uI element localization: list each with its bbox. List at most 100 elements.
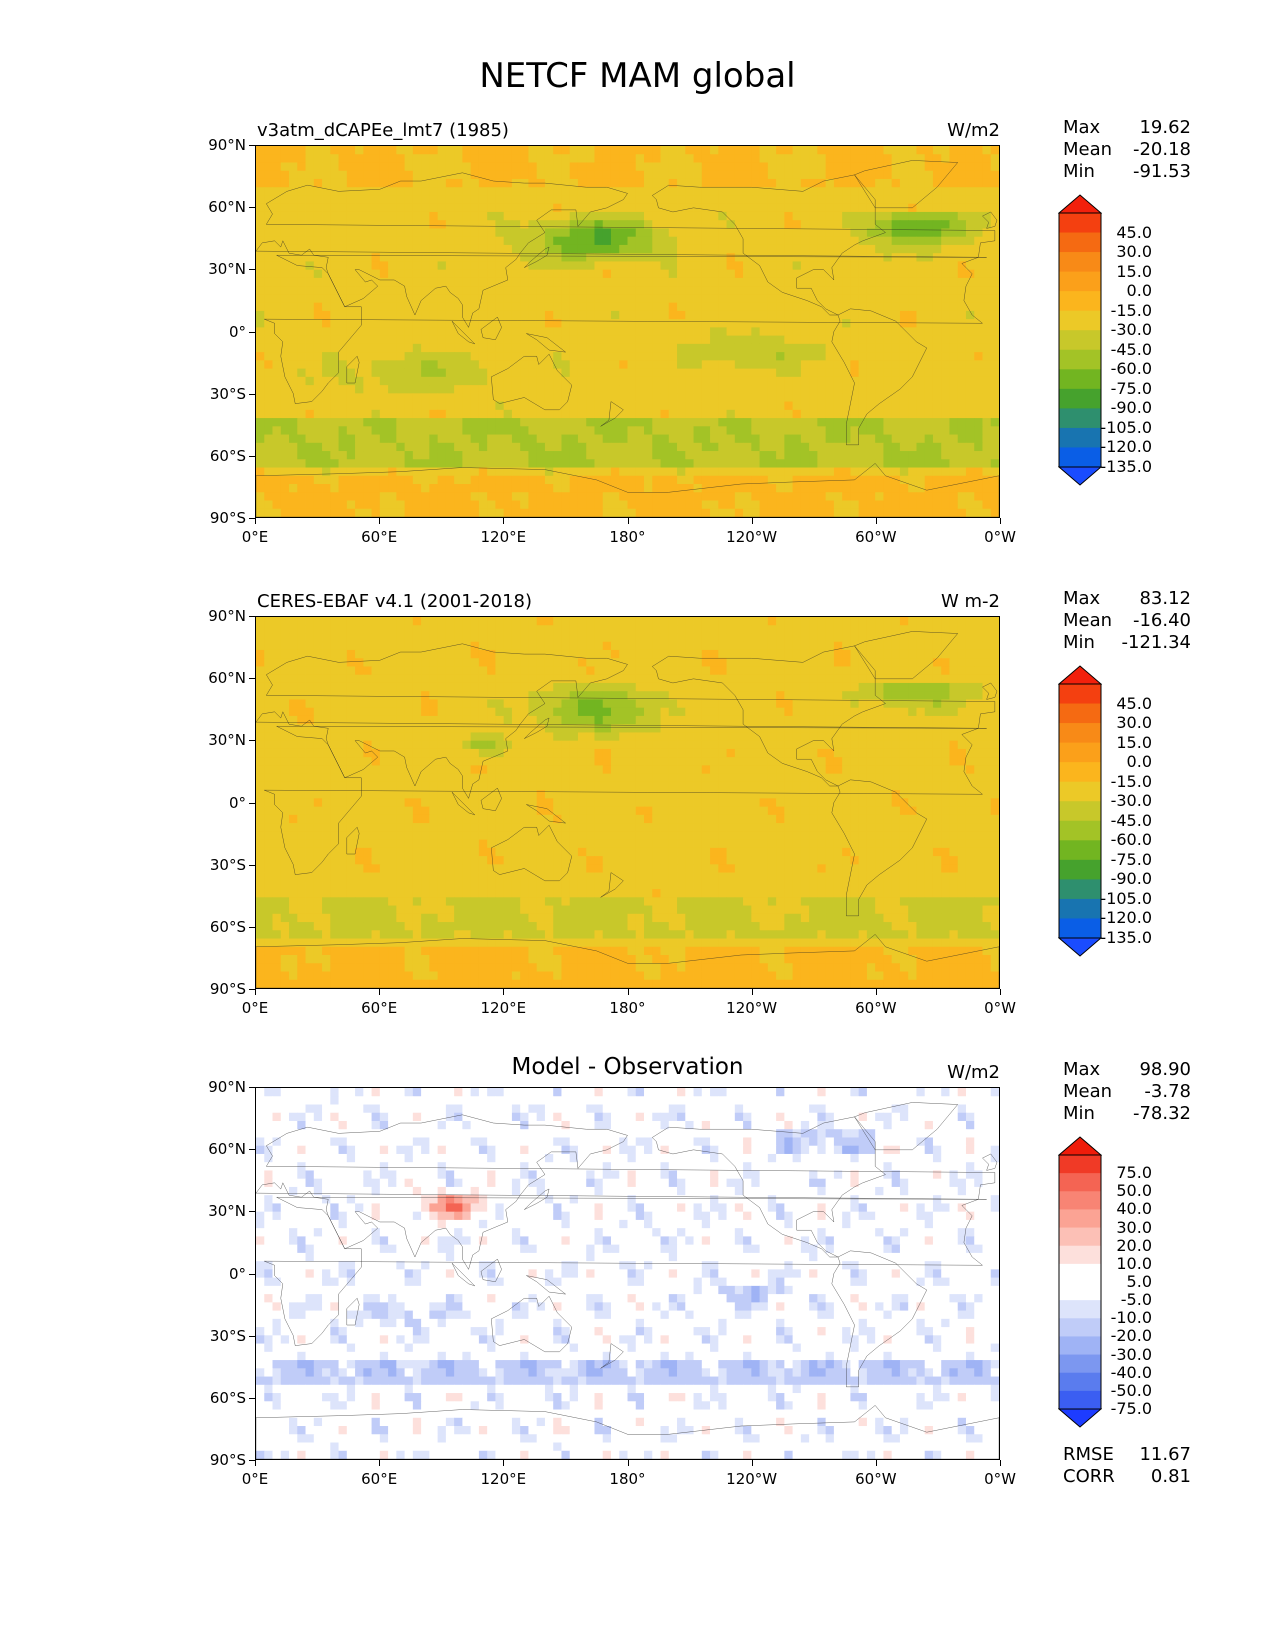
map-cell xyxy=(322,633,331,643)
map-cell xyxy=(685,146,694,155)
map-cell xyxy=(891,492,901,501)
map-cell xyxy=(726,475,736,485)
map-cell xyxy=(470,319,480,328)
map-cell xyxy=(355,360,364,370)
map-cell xyxy=(289,146,298,155)
map-cell xyxy=(454,286,463,295)
map-cell xyxy=(767,236,777,246)
map-cell xyxy=(701,310,711,320)
map-cell xyxy=(858,401,868,411)
map-cell xyxy=(280,492,290,501)
map-cell xyxy=(800,228,810,238)
map-cell xyxy=(627,170,637,180)
map-cell xyxy=(371,187,381,196)
map-cell xyxy=(536,269,546,279)
map-cell xyxy=(602,368,612,378)
map-cell xyxy=(346,484,356,493)
map-cell xyxy=(610,154,620,163)
map-cell xyxy=(949,261,959,271)
map-cell xyxy=(586,261,595,271)
map-cell xyxy=(478,360,488,370)
map-cell xyxy=(825,385,835,394)
map-cell xyxy=(462,409,472,419)
map-cell xyxy=(660,195,670,205)
map-cell xyxy=(949,418,959,427)
map-cell xyxy=(916,203,926,213)
map-cell xyxy=(965,508,975,517)
map-cell xyxy=(710,459,719,468)
map-cell xyxy=(544,146,554,155)
map-cell xyxy=(776,376,785,386)
map-cell xyxy=(652,253,661,262)
map-cell xyxy=(941,376,950,386)
map-cell xyxy=(396,475,406,485)
map-cell xyxy=(544,195,554,205)
map-cell xyxy=(710,475,719,485)
map-cell xyxy=(767,178,777,188)
map-cell xyxy=(891,253,901,262)
map-cell xyxy=(833,286,843,295)
map-cell xyxy=(982,401,992,411)
map-cell xyxy=(751,475,761,485)
map-cell xyxy=(644,500,653,510)
map-cell xyxy=(437,211,447,221)
map-cell xyxy=(990,211,999,221)
map-cell xyxy=(817,617,827,626)
map-cell xyxy=(478,146,488,155)
map-cell xyxy=(734,302,744,312)
map-cell xyxy=(371,146,381,155)
map-cell xyxy=(297,409,306,419)
map-cell xyxy=(511,236,521,246)
map-cell xyxy=(553,368,562,378)
map-cell xyxy=(495,385,505,394)
map-cell xyxy=(280,236,290,246)
map-cell xyxy=(974,666,983,676)
map-cell xyxy=(759,617,769,626)
map-cell xyxy=(553,277,562,287)
map-cell xyxy=(511,261,521,271)
map-cell xyxy=(280,352,290,361)
map-cell xyxy=(388,195,397,205)
map-cell xyxy=(635,335,645,345)
map-cell xyxy=(685,335,694,345)
map-cell xyxy=(379,442,389,452)
map-cell xyxy=(305,426,315,435)
map-cell xyxy=(701,500,711,510)
map-cell xyxy=(404,508,414,517)
map-cell xyxy=(454,146,463,155)
map-cell xyxy=(379,343,389,353)
map-cell xyxy=(610,393,620,402)
map-cell xyxy=(949,633,959,643)
map-cell xyxy=(297,187,306,196)
map-cell xyxy=(313,376,323,386)
map-cell xyxy=(379,434,389,444)
map-cell xyxy=(297,401,306,411)
map-cell xyxy=(297,625,306,634)
map-cell xyxy=(965,401,975,411)
map-cell xyxy=(322,277,331,287)
map-cell xyxy=(363,277,372,287)
map-cell xyxy=(932,310,942,320)
lon-tick-mark xyxy=(255,518,256,524)
map-cell xyxy=(569,302,579,312)
map-cell xyxy=(619,178,628,188)
map-cell xyxy=(990,385,999,394)
map-cell xyxy=(330,244,339,254)
map-cell xyxy=(701,187,711,196)
map-cell xyxy=(875,459,884,468)
map-cell xyxy=(346,146,356,155)
map-cell xyxy=(429,500,439,510)
map-cell xyxy=(437,236,447,246)
map-cell xyxy=(883,434,893,444)
map-cell xyxy=(495,649,505,659)
map-cell xyxy=(949,220,959,229)
map-cell xyxy=(313,253,323,262)
map-cell xyxy=(850,409,860,419)
map-cell xyxy=(577,674,587,684)
map-cell xyxy=(487,666,496,676)
map-cell xyxy=(561,261,571,271)
map-cell xyxy=(842,310,851,320)
map-cell xyxy=(610,335,620,345)
map-cell xyxy=(718,617,727,626)
map-cell xyxy=(990,459,999,468)
